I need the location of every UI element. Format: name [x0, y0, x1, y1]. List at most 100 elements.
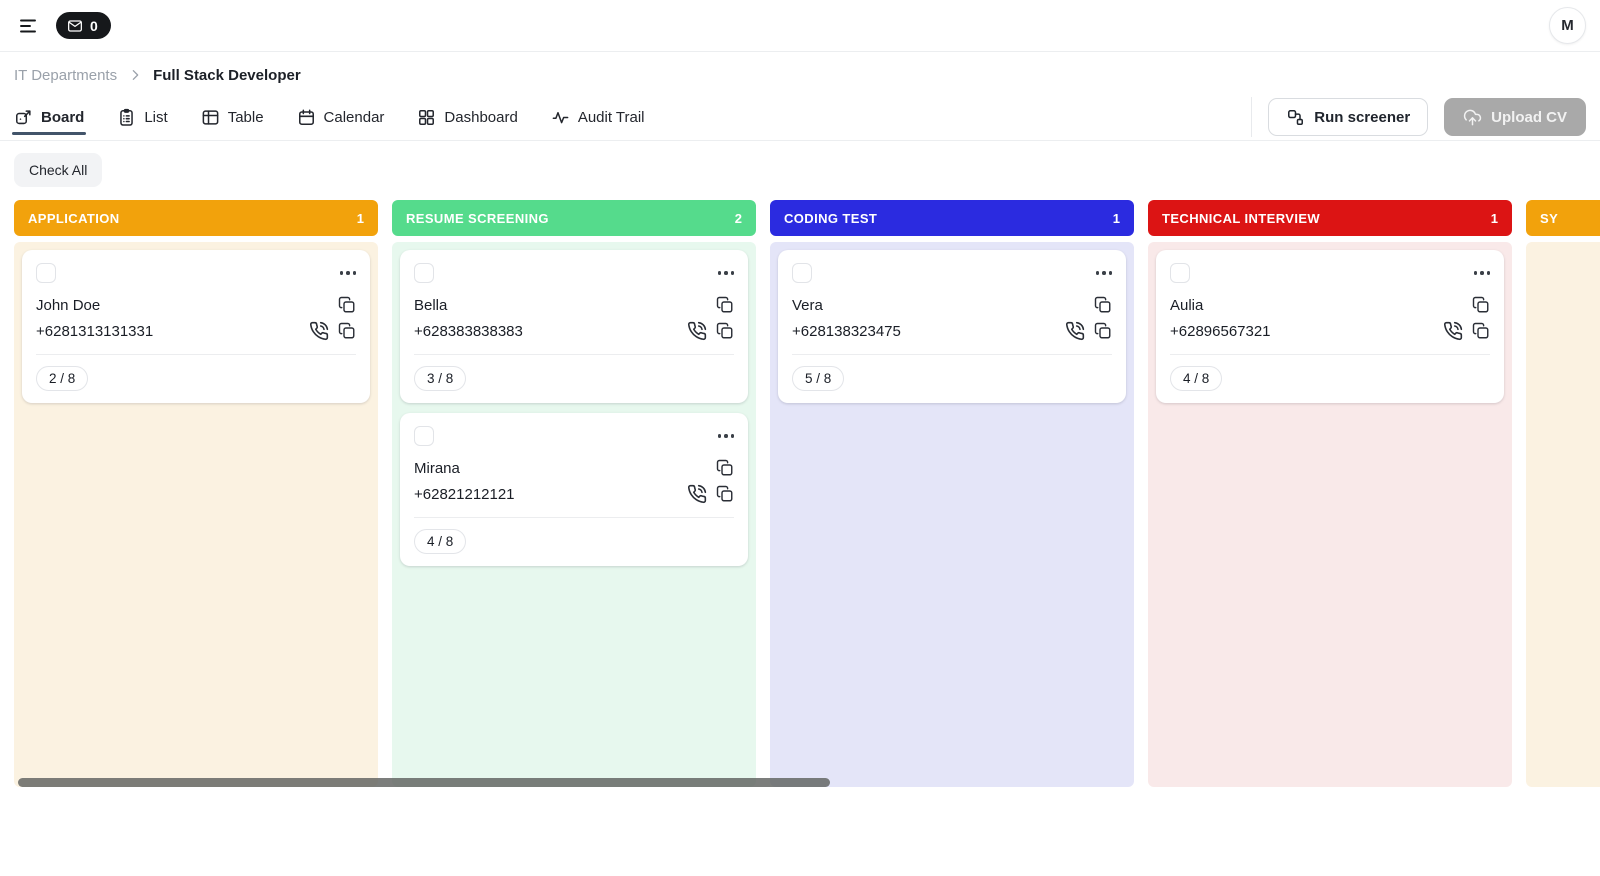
- column-title: CODING TEST: [784, 210, 878, 226]
- candidate-phone: +628138323475: [792, 322, 901, 340]
- top-bar: 0 M: [0, 0, 1600, 52]
- copy-phone-icon[interactable]: [716, 485, 734, 503]
- run-screener-button[interactable]: Run screener: [1268, 98, 1429, 136]
- phone-call-icon[interactable]: [687, 321, 707, 341]
- column-count: 1: [356, 210, 364, 226]
- table-icon: [201, 108, 220, 127]
- column-header[interactable]: APPLICATION 1: [14, 200, 378, 236]
- candidate-name: Vera: [792, 296, 823, 314]
- column-count: 1: [1490, 210, 1498, 226]
- tab-list[interactable]: List: [117, 94, 168, 140]
- column-header[interactable]: CODING TEST 1: [770, 200, 1134, 236]
- column-title: TECHNICAL INTERVIEW: [1162, 210, 1321, 226]
- copy-name-icon[interactable]: [1094, 296, 1112, 314]
- mail-icon: [67, 18, 83, 34]
- card-menu-button[interactable]: [717, 430, 734, 442]
- candidate-card[interactable]: John Doe +6281313131331 2 / 8: [22, 250, 370, 403]
- dashboard-icon: [417, 108, 436, 127]
- tab-calendar[interactable]: Calendar: [297, 94, 385, 140]
- mail-notifications-badge[interactable]: 0: [56, 12, 111, 39]
- card-checkbox[interactable]: [414, 263, 434, 283]
- breadcrumb: IT Departments Full Stack Developer: [0, 52, 1600, 94]
- progress-badge: 2 / 8: [36, 366, 89, 391]
- column-body: John Doe +6281313131331 2 / 8: [14, 242, 378, 787]
- breadcrumb-parent[interactable]: IT Departments: [14, 66, 118, 84]
- candidate-card[interactable]: Mirana +62821212121 4 / 8: [400, 413, 748, 566]
- breadcrumb-current: Full Stack Developer: [153, 66, 301, 84]
- progress-badge: 3 / 8: [414, 366, 467, 391]
- column-header[interactable]: TECHNICAL INTERVIEW 1: [1148, 200, 1512, 236]
- candidate-name: Mirana: [414, 459, 460, 477]
- check-all-button[interactable]: Check All: [14, 153, 103, 187]
- card-menu-button[interactable]: [339, 267, 356, 279]
- audit-trail-icon: [551, 108, 570, 127]
- candidate-phone: +62896567321: [1170, 322, 1271, 340]
- column-count: 1: [1112, 210, 1120, 226]
- tab-label: Calendar: [323, 108, 385, 126]
- column-body: Bella +628383838383 3 / 8 Mirana +628212…: [392, 242, 756, 787]
- tab-table[interactable]: Table: [201, 94, 264, 140]
- progress-badge: 5 / 8: [792, 366, 845, 391]
- candidate-phone: +62821212121: [414, 485, 515, 503]
- board-column: APPLICATION 1 John Doe +6281313131331 2 …: [14, 200, 378, 787]
- phone-call-icon[interactable]: [1065, 321, 1085, 341]
- candidate-card[interactable]: Vera +628138323475 5 / 8: [778, 250, 1126, 403]
- tab-audit-trail[interactable]: Audit Trail: [551, 94, 645, 140]
- upload-cv-button[interactable]: Upload CV: [1444, 98, 1586, 136]
- candidate-card[interactable]: Aulia +62896567321 4 / 8: [1156, 250, 1504, 403]
- hamburger-menu-icon: [17, 15, 39, 37]
- tabs-row: Board List Table Calendar Dashboard Audi…: [0, 94, 1600, 141]
- card-menu-button[interactable]: [1473, 267, 1490, 279]
- phone-call-icon[interactable]: [687, 484, 707, 504]
- column-header[interactable]: RESUME SCREENING 2: [392, 200, 756, 236]
- tab-label: Table: [227, 108, 264, 126]
- copy-name-icon[interactable]: [716, 459, 734, 477]
- board-column: SY: [1526, 200, 1600, 787]
- tab-label: Board: [41, 108, 85, 126]
- copy-name-icon[interactable]: [716, 296, 734, 314]
- card-menu-button[interactable]: [717, 267, 734, 279]
- actions-divider: [1251, 97, 1253, 137]
- column-header[interactable]: SY: [1526, 200, 1600, 236]
- mail-count: 0: [90, 17, 98, 34]
- tab-label: Audit Trail: [577, 108, 645, 126]
- board-column: CODING TEST 1 Vera +628138323475 5 / 8: [770, 200, 1134, 787]
- candidate-name: Bella: [414, 296, 448, 314]
- card-checkbox[interactable]: [1170, 263, 1190, 283]
- column-body: Aulia +62896567321 4 / 8: [1148, 242, 1512, 787]
- board: APPLICATION 1 John Doe +6281313131331 2 …: [0, 200, 1600, 787]
- progress-badge: 4 / 8: [414, 529, 467, 554]
- card-checkbox[interactable]: [792, 263, 812, 283]
- card-menu-button[interactable]: [1095, 267, 1112, 279]
- candidate-card[interactable]: Bella +628383838383 3 / 8: [400, 250, 748, 403]
- column-count: 2: [734, 210, 742, 226]
- view-tabs: Board List Table Calendar Dashboard Audi…: [11, 94, 645, 140]
- header-actions: Run screener Upload CV: [1251, 97, 1586, 137]
- candidate-name: John Doe: [36, 296, 101, 314]
- tab-dashboard[interactable]: Dashboard: [417, 94, 518, 140]
- board-toolbar: Check All: [0, 141, 1600, 200]
- column-title: SY: [1540, 210, 1559, 226]
- copy-phone-icon[interactable]: [1472, 322, 1490, 340]
- hamburger-menu-button[interactable]: [16, 14, 40, 38]
- candidate-name: Aulia: [1170, 296, 1204, 314]
- copy-phone-icon[interactable]: [716, 322, 734, 340]
- tab-board[interactable]: Board: [11, 94, 87, 140]
- card-checkbox[interactable]: [414, 426, 434, 446]
- upload-cloud-icon: [1463, 108, 1482, 127]
- copy-phone-icon[interactable]: [338, 322, 356, 340]
- progress-badge: 4 / 8: [1170, 366, 1223, 391]
- card-checkbox[interactable]: [36, 263, 56, 283]
- board-column: RESUME SCREENING 2 Bella +628383838383 3…: [392, 200, 756, 787]
- phone-call-icon[interactable]: [309, 321, 329, 341]
- list-icon: [117, 108, 136, 127]
- tab-label: Dashboard: [444, 108, 518, 126]
- phone-call-icon[interactable]: [1443, 321, 1463, 341]
- copy-phone-icon[interactable]: [1094, 322, 1112, 340]
- copy-name-icon[interactable]: [1472, 296, 1490, 314]
- user-avatar[interactable]: M: [1549, 7, 1586, 44]
- copy-name-icon[interactable]: [338, 296, 356, 314]
- chevron-right-icon: [127, 67, 143, 83]
- calendar-icon: [297, 108, 316, 127]
- horizontal-scrollbar[interactable]: [18, 778, 830, 787]
